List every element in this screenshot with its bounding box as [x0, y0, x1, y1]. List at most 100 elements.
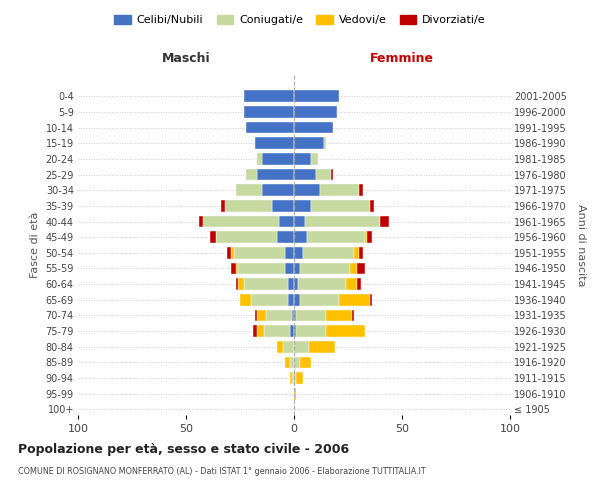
- Bar: [309, 341, 335, 352]
- Bar: [210, 232, 216, 243]
- Bar: [301, 356, 311, 368]
- Bar: [292, 372, 294, 384]
- Bar: [277, 232, 294, 243]
- Bar: [301, 294, 340, 306]
- Bar: [301, 262, 350, 274]
- Bar: [257, 325, 264, 337]
- Bar: [359, 247, 363, 258]
- Bar: [340, 294, 370, 306]
- Text: COMUNE DI ROSIGNANO MONFERRATO (AL) - Dati ISTAT 1° gennaio 2006 - Elaborazione : COMUNE DI ROSIGNANO MONFERRATO (AL) - Da…: [18, 468, 425, 476]
- Bar: [294, 325, 296, 337]
- Bar: [272, 200, 294, 211]
- Bar: [290, 325, 294, 337]
- Bar: [266, 310, 292, 322]
- Bar: [296, 325, 326, 337]
- Bar: [247, 168, 257, 180]
- Bar: [255, 310, 257, 322]
- Bar: [324, 138, 326, 149]
- Bar: [294, 106, 337, 118]
- Bar: [296, 310, 326, 322]
- Bar: [294, 138, 324, 149]
- Bar: [247, 122, 294, 134]
- Bar: [294, 153, 311, 165]
- Bar: [290, 356, 294, 368]
- Bar: [203, 216, 279, 228]
- Bar: [286, 262, 294, 274]
- Y-axis label: Anni di nascita: Anni di nascita: [577, 204, 586, 286]
- Bar: [294, 184, 320, 196]
- Bar: [216, 232, 277, 243]
- Bar: [302, 247, 355, 258]
- Bar: [326, 310, 352, 322]
- Bar: [356, 262, 365, 274]
- Bar: [255, 138, 294, 149]
- Text: Femmine: Femmine: [370, 52, 434, 65]
- Bar: [331, 168, 333, 180]
- Bar: [225, 200, 272, 211]
- Bar: [326, 325, 365, 337]
- Bar: [251, 294, 287, 306]
- Bar: [294, 216, 305, 228]
- Bar: [292, 310, 294, 322]
- Bar: [356, 278, 361, 290]
- Bar: [294, 341, 309, 352]
- Text: Popolazione per età, sesso e stato civile - 2006: Popolazione per età, sesso e stato civil…: [18, 442, 349, 456]
- Bar: [294, 168, 316, 180]
- Bar: [316, 168, 331, 180]
- Bar: [286, 356, 290, 368]
- Bar: [253, 325, 257, 337]
- Bar: [287, 278, 294, 290]
- Bar: [233, 247, 286, 258]
- Bar: [279, 216, 294, 228]
- Bar: [238, 278, 244, 290]
- Bar: [296, 372, 302, 384]
- Bar: [244, 106, 294, 118]
- Legend: Celibi/Nubili, Coniugati/e, Vedovi/e, Divorziati/e: Celibi/Nubili, Coniugati/e, Vedovi/e, Di…: [110, 10, 490, 30]
- Bar: [380, 216, 389, 228]
- Bar: [294, 310, 296, 322]
- Bar: [294, 356, 301, 368]
- Bar: [294, 278, 298, 290]
- Bar: [365, 232, 367, 243]
- Bar: [294, 372, 296, 384]
- Bar: [244, 278, 287, 290]
- Bar: [236, 184, 262, 196]
- Bar: [236, 278, 238, 290]
- Bar: [311, 200, 370, 211]
- Bar: [370, 294, 372, 306]
- Bar: [294, 90, 340, 102]
- Bar: [320, 184, 359, 196]
- Bar: [311, 153, 318, 165]
- Bar: [294, 122, 333, 134]
- Bar: [257, 310, 266, 322]
- Bar: [257, 168, 294, 180]
- Bar: [286, 247, 294, 258]
- Bar: [236, 262, 238, 274]
- Bar: [305, 216, 380, 228]
- Bar: [294, 232, 307, 243]
- Bar: [290, 372, 292, 384]
- Bar: [352, 310, 355, 322]
- Bar: [294, 247, 302, 258]
- Bar: [244, 90, 294, 102]
- Bar: [283, 341, 294, 352]
- Bar: [227, 247, 232, 258]
- Bar: [294, 294, 301, 306]
- Bar: [367, 232, 372, 243]
- Bar: [294, 262, 301, 274]
- Bar: [262, 184, 294, 196]
- Bar: [221, 200, 225, 211]
- Bar: [307, 232, 365, 243]
- Y-axis label: Fasce di età: Fasce di età: [30, 212, 40, 278]
- Bar: [264, 325, 290, 337]
- Bar: [238, 262, 286, 274]
- Bar: [287, 294, 294, 306]
- Bar: [232, 262, 236, 274]
- Bar: [257, 153, 262, 165]
- Bar: [359, 184, 363, 196]
- Bar: [370, 200, 374, 211]
- Bar: [350, 262, 356, 274]
- Bar: [346, 278, 356, 290]
- Bar: [199, 216, 203, 228]
- Bar: [355, 247, 359, 258]
